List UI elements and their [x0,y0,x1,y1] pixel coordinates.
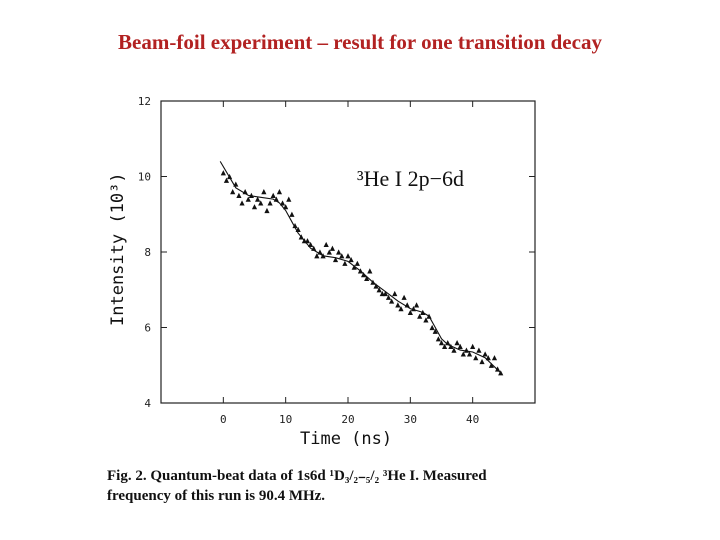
data-point [460,351,466,357]
data-point [451,347,457,353]
data-point [491,355,498,361]
caption-line-1: Fig. 2. Quantum-beat data of 1s6d ¹D₃/₂₋… [107,468,487,484]
data-point [438,340,445,346]
data-point [267,200,273,206]
data-point [261,189,267,195]
data-point [429,324,435,331]
data-point [454,340,460,346]
figure: 0 10 20 30 40 4 6 8 10 12 ³He I 2p−6d Time (ns) … [95,88,575,508]
data-point [323,241,329,248]
data-point [220,170,226,176]
data-point [276,189,283,195]
slide-title: Beam-foil experiment – result for one tr… [118,30,602,54]
data-point [442,343,448,349]
data-point [354,260,360,266]
data-point [332,256,339,263]
x-tick-labels: 0 10 20 30 40 [220,413,479,426]
data-point [413,302,420,308]
y-tick-label: 6 [144,322,151,335]
data-point [382,290,388,297]
y-tick-label: 8 [144,246,151,259]
plot-frame [160,100,536,404]
data-point [395,302,401,308]
data-point [304,238,311,244]
y-tick-label: 12 [138,95,151,108]
data-point [326,249,332,255]
data-point [223,177,230,183]
y-tick-label: 10 [138,171,151,184]
data-point [245,196,251,202]
x-tick-label: 20 [341,413,354,426]
data-point [498,370,504,376]
data-point [348,256,354,263]
data-point [473,355,479,361]
data-point [364,275,370,282]
data-point [389,298,395,304]
x-tick-label: 10 [279,413,292,426]
fit-line [219,161,502,374]
data-point [279,200,286,206]
x-tick-label: 40 [466,413,479,426]
data-point [236,192,242,198]
data-point [345,253,351,259]
data-point [385,294,392,300]
data-point [423,317,429,323]
data-point [407,309,413,315]
data-point [255,196,261,202]
data-point [373,283,379,289]
data-point [351,264,357,270]
data-point [432,328,438,334]
data-point [292,222,298,229]
data-point [488,362,494,368]
data-point [270,192,276,198]
ticks [161,100,535,404]
data-point [286,196,292,202]
data-point [360,272,367,278]
data-point [463,347,470,353]
data-point [329,245,336,251]
data-point [367,268,373,274]
y-tick-label: 4 [144,397,151,410]
data-point [401,294,407,300]
chart-annotation: ³He I 2p−6d [357,166,464,191]
data-point [283,204,289,210]
data-point [479,358,485,365]
caption-line-2: frequency of this run is 90.4 MHz. [107,488,326,504]
y-axis-label: Intensity (10³) [108,172,128,326]
data-point [398,306,404,312]
data-point [435,336,441,342]
data-point [230,189,236,195]
data-point [258,200,264,206]
data-point [417,313,423,319]
data-point [308,241,314,248]
data-point [314,253,320,259]
x-tick-label: 30 [404,413,417,426]
data-point [336,249,342,255]
x-tick-label: 0 [220,413,227,426]
data-point [392,290,398,297]
data-point [251,204,258,210]
data-point [476,347,482,353]
data-point [457,343,463,349]
y-tick-labels: 4 6 8 10 12 [138,95,152,410]
data-point [342,260,348,266]
x-axis-label: Time (ns) [300,429,392,449]
data-point [289,211,295,217]
data-point [264,207,270,214]
data-point [376,287,382,293]
data-point [482,351,488,357]
data-point [239,200,245,206]
data-point [339,253,345,259]
figure-caption: Fig. 2. Quantum-beat data of 1s6d ¹D₃/₂₋… [107,466,587,506]
data-point [470,343,476,349]
data-point [466,351,473,357]
